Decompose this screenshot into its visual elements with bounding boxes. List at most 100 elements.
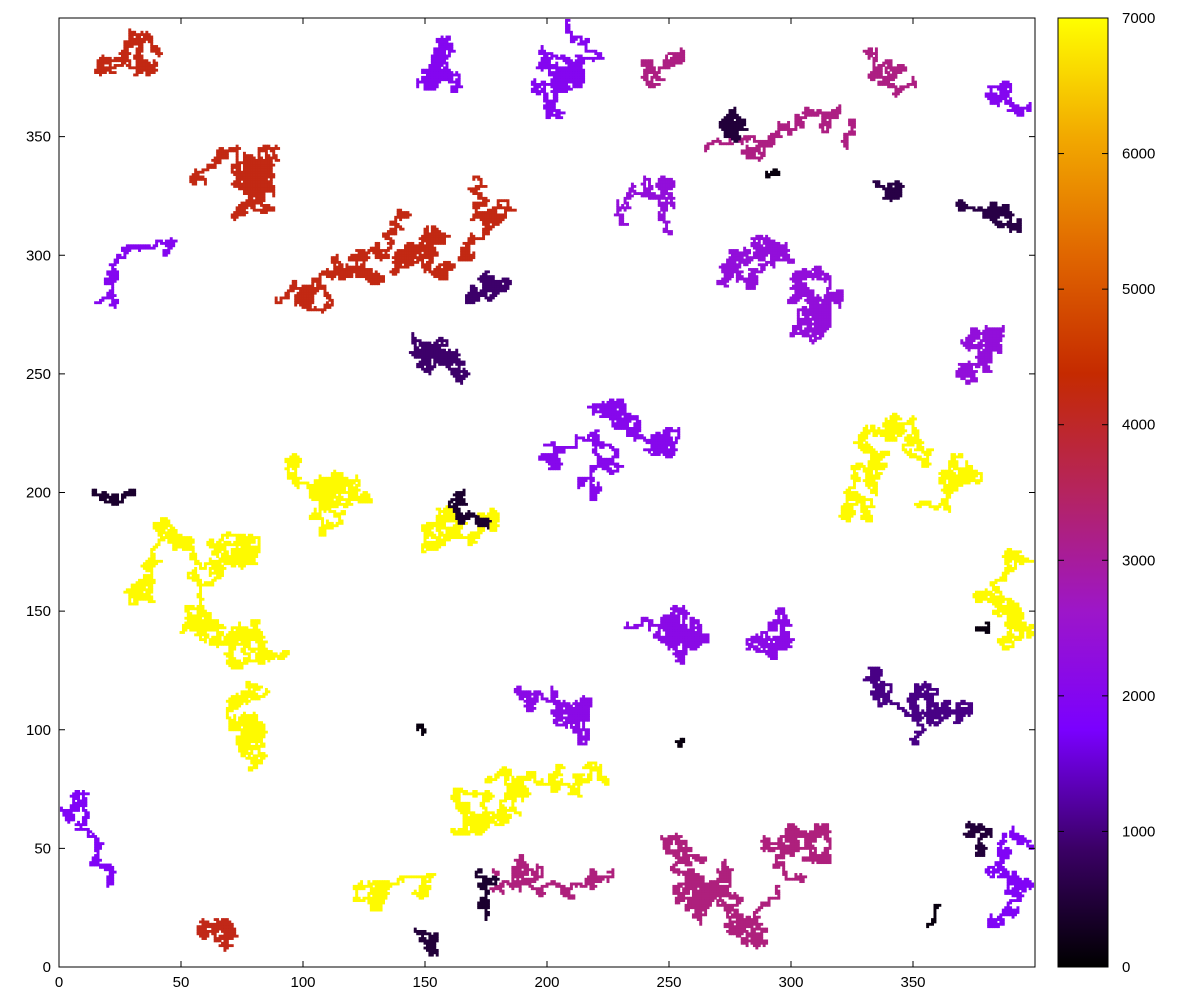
heatmap-cell (518, 868, 522, 872)
heatmap-cell (696, 880, 700, 884)
heatmap-cell (1006, 903, 1010, 907)
heatmap-cell (235, 697, 239, 701)
heatmap-cell (787, 849, 791, 853)
heatmap-cell (1004, 835, 1008, 838)
heatmap-cell (1004, 640, 1008, 644)
heatmap-cell (467, 816, 471, 819)
heatmap-cell (1031, 623, 1035, 627)
heatmap-cell (691, 903, 695, 907)
heatmap-cell (772, 652, 776, 656)
heatmap-cell (928, 697, 932, 701)
heatmap-cell (582, 706, 586, 710)
heatmap-cell (816, 827, 820, 831)
heatmap-cell (882, 702, 886, 706)
heatmap-cell (242, 735, 246, 739)
heatmap-cell (428, 939, 432, 943)
heatmap-cell (77, 797, 80, 800)
heatmap-cell (1028, 839, 1032, 843)
heatmap-cell (1014, 835, 1017, 838)
heatmap-cell (791, 877, 795, 881)
heatmap-cell (682, 861, 686, 865)
heatmap-cell (669, 849, 673, 853)
heatmap-cell (1021, 887, 1025, 891)
heatmap-cell (233, 929, 237, 933)
heatmap-cell (874, 673, 878, 677)
heatmap-cell (679, 892, 683, 895)
heatmap-cell (589, 699, 593, 703)
heatmap-cell (377, 884, 381, 888)
heatmap-cell (245, 659, 249, 663)
heatmap-cell (260, 640, 263, 644)
heatmap-cell (828, 844, 832, 848)
heatmap-cell (648, 619, 651, 623)
heatmap-cell (909, 702, 913, 706)
heatmap-cell (242, 742, 246, 746)
heatmap-cell (264, 730, 268, 734)
heatmap-cell (433, 939, 437, 943)
heatmap-cell (716, 882, 720, 886)
heatmap-cell (760, 650, 764, 653)
heatmap-cell (418, 723, 422, 727)
heatmap-cell (235, 664, 239, 668)
heatmap-cell (245, 626, 249, 630)
heatmap-cell (543, 697, 547, 701)
heatmap-cell (782, 865, 786, 869)
heatmap-cell (74, 823, 78, 827)
heatmap-cell (582, 766, 586, 770)
heatmap-cell (501, 892, 505, 895)
heatmap-cell (240, 633, 244, 637)
heatmap-cell (996, 861, 1000, 865)
heatmap-cell (208, 925, 212, 929)
heatmap-cell (506, 790, 510, 793)
heatmap-cell (499, 887, 503, 891)
heatmap-cell (240, 635, 244, 639)
heatmap-cell (762, 839, 766, 843)
heatmap-cell (228, 728, 232, 732)
heatmap-cell (711, 889, 715, 893)
heatmap-cell (252, 735, 256, 739)
heatmap-cell (879, 685, 883, 689)
heatmap-cell (240, 744, 244, 748)
heatmap-cell (813, 849, 817, 853)
heatmap-cell (913, 714, 917, 717)
heatmap-cell (660, 835, 664, 838)
heatmap-cell (186, 619, 190, 623)
heatmap-cell (626, 623, 629, 627)
heatmap-cell (374, 908, 378, 912)
heatmap-cell (965, 832, 969, 836)
heatmap-cell (228, 718, 232, 722)
heatmap-cell (762, 929, 766, 933)
heatmap-cell (582, 714, 586, 717)
heatmap-cell (926, 690, 930, 694)
heatmap-cell (677, 882, 681, 886)
heatmap-cell (723, 887, 727, 891)
heatmap-cell (530, 870, 534, 874)
heatmap-cell (794, 875, 798, 879)
heatmap-cell (977, 851, 981, 855)
heatmap-cell (765, 927, 769, 931)
heatmap-cell (228, 635, 232, 639)
heatmap-cell (667, 642, 671, 646)
heatmap-cell (699, 908, 703, 912)
heatmap-cell (108, 880, 112, 884)
heatmap-cell (735, 894, 739, 898)
heatmap-cell (457, 808, 461, 812)
heatmap-cell (374, 894, 378, 898)
heatmap-cell (599, 768, 603, 772)
heatmap-cell (255, 723, 259, 727)
heatmap-cell (255, 659, 259, 663)
heatmap-cell (933, 906, 937, 910)
heatmap-cell (77, 827, 80, 831)
heatmap-cell (784, 619, 788, 623)
heatmap-cell (455, 787, 459, 791)
heatmap-cell (218, 633, 222, 637)
heatmap-cell (550, 782, 554, 786)
heatmap-cell (506, 880, 510, 884)
heatmap-cell (584, 735, 588, 739)
heatmap-cell (1016, 882, 1020, 886)
heatmap-cell (884, 697, 888, 701)
heatmap-cell (689, 642, 693, 646)
heatmap-cell (931, 699, 934, 703)
heatmap-cell (677, 740, 681, 744)
heatmap-cell (684, 858, 688, 862)
